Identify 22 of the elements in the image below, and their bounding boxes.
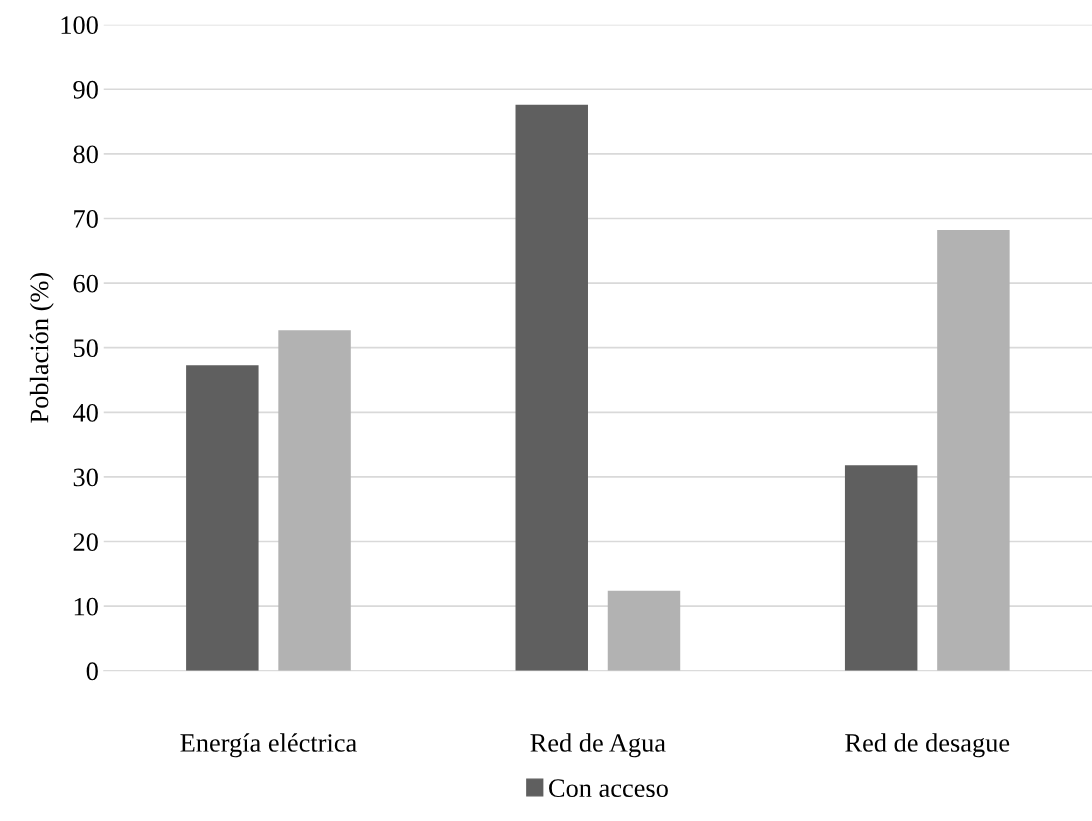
x-tick-label: Red de Agua — [530, 733, 666, 758]
bar — [937, 230, 1010, 671]
y-axis-title: Población (%) — [29, 273, 54, 423]
y-tick-label: 0 — [86, 662, 98, 681]
legend-label: Con acceso — [549, 779, 668, 798]
y-tick-label: 20 — [73, 533, 98, 551]
bar — [844, 465, 918, 671]
bar — [515, 104, 588, 671]
x-tick-label: Red de desague — [845, 733, 1010, 758]
y-tick-label: 40 — [73, 403, 98, 422]
y-tick-label: 10 — [74, 597, 98, 616]
y-tick-label: 80 — [73, 145, 98, 164]
bar — [278, 330, 351, 671]
x-tick-label: Energía eléctrica — [180, 733, 357, 758]
y-tick-label: 30 — [73, 468, 98, 487]
y-tick-label: 50 — [74, 339, 98, 358]
y-tick-label: 90 — [73, 80, 98, 99]
y-tick-label: 60 — [73, 274, 98, 293]
y-tick-label: 100 — [61, 16, 98, 35]
y-tick-label: 70 — [74, 210, 98, 228]
bar — [186, 365, 259, 671]
bar — [607, 590, 681, 671]
